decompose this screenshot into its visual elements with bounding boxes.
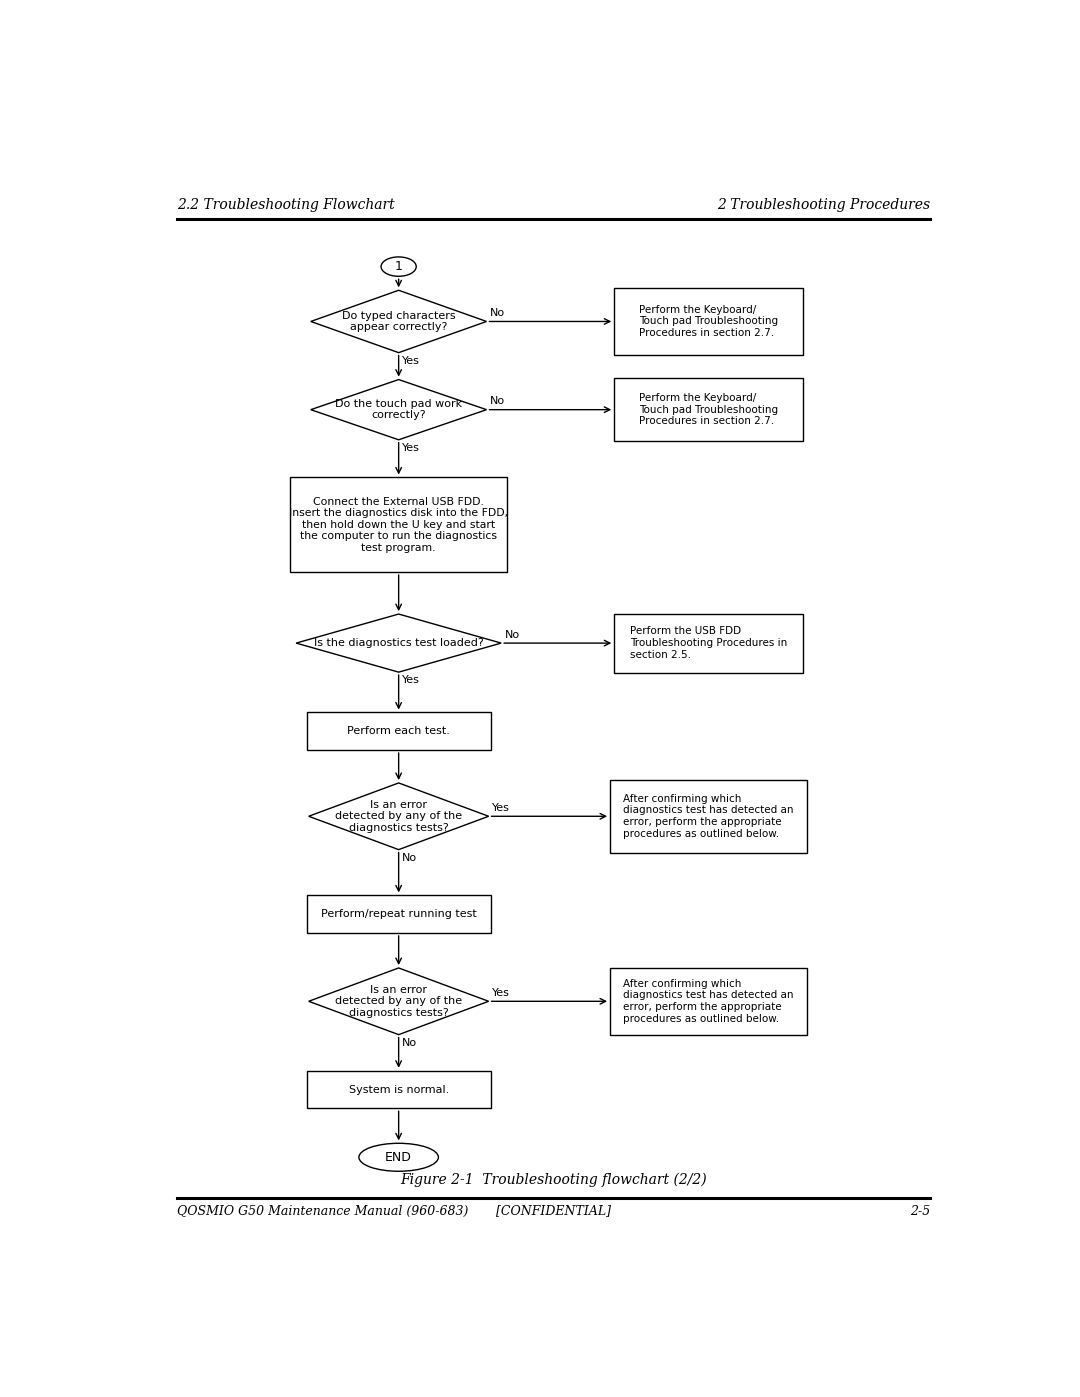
Text: QOSMIO G50 Maintenance Manual (960-683): QOSMIO G50 Maintenance Manual (960-683) xyxy=(177,1204,469,1218)
Text: 1: 1 xyxy=(394,260,403,272)
Text: No: No xyxy=(490,309,505,319)
Text: Perform the Keyboard/
Touch pad Troubleshooting
Procedures in section 2.7.: Perform the Keyboard/ Touch pad Troubles… xyxy=(638,393,778,426)
Text: No: No xyxy=(504,630,519,640)
Text: 2.2 Troubleshooting Flowchart: 2.2 Troubleshooting Flowchart xyxy=(177,198,394,212)
Text: Is the diagnostics test loaded?: Is the diagnostics test loaded? xyxy=(314,638,484,648)
Text: 2-5: 2-5 xyxy=(909,1204,930,1218)
Text: Connect the External USB FDD.
Insert the diagnostics disk into the FDD,
then hol: Connect the External USB FDD. Insert the… xyxy=(289,496,509,553)
Text: END: END xyxy=(386,1151,413,1164)
Text: Perform/repeat running test: Perform/repeat running test xyxy=(321,909,476,919)
Text: After confirming which
diagnostics test has detected an
error, perform the appro: After confirming which diagnostics test … xyxy=(623,979,794,1024)
Text: After confirming which
diagnostics test has detected an
error, perform the appro: After confirming which diagnostics test … xyxy=(623,793,794,838)
Text: Figure 2-1  Troubleshooting flowchart (2/2): Figure 2-1 Troubleshooting flowchart (2/… xyxy=(401,1173,706,1187)
Text: Perform each test.: Perform each test. xyxy=(347,726,450,736)
Text: Yes: Yes xyxy=(492,803,510,813)
Text: No: No xyxy=(402,1038,417,1048)
Text: Yes: Yes xyxy=(492,988,510,997)
Text: Perform the Keyboard/
Touch pad Troubleshooting
Procedures in section 2.7.: Perform the Keyboard/ Touch pad Troubles… xyxy=(638,305,778,338)
Text: Yes: Yes xyxy=(402,675,420,685)
Text: Do typed characters
appear correctly?: Do typed characters appear correctly? xyxy=(342,310,456,332)
Text: Do the touch pad work
correctly?: Do the touch pad work correctly? xyxy=(335,400,462,420)
Text: Is an error
detected by any of the
diagnostics tests?: Is an error detected by any of the diagn… xyxy=(335,799,462,833)
Text: 2 Troubleshooting Procedures: 2 Troubleshooting Procedures xyxy=(717,198,930,212)
Text: No: No xyxy=(490,397,505,407)
Text: Is an error
detected by any of the
diagnostics tests?: Is an error detected by any of the diagn… xyxy=(335,985,462,1018)
Text: System is normal.: System is normal. xyxy=(349,1084,449,1094)
Text: No: No xyxy=(402,852,417,862)
Text: Yes: Yes xyxy=(402,356,420,366)
Text: [CONFIDENTIAL]: [CONFIDENTIAL] xyxy=(496,1204,611,1218)
Text: Perform the USB FDD
Troubleshooting Procedures in
section 2.5.: Perform the USB FDD Troubleshooting Proc… xyxy=(630,626,787,659)
Text: Yes: Yes xyxy=(402,443,420,453)
